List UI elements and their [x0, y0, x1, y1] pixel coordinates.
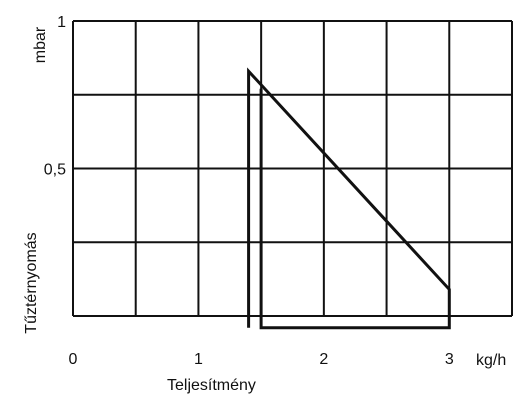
y-tick-label: 0,5 — [44, 162, 66, 179]
series-line — [247, 67, 451, 330]
x-tick-label: 0 — [69, 351, 78, 368]
x-tick-labels: 0 1 2 3 — [69, 351, 454, 368]
grid — [72, 20, 513, 317]
x-axis-title: Teljesítmény — [167, 377, 256, 394]
y-tick-label: 1 — [57, 14, 66, 31]
y-axis-title: Tűztérnyomás — [23, 232, 40, 333]
y-tick-labels: 0,51 — [44, 14, 66, 179]
x-tick-label: 1 — [194, 351, 203, 368]
x-tick-label: 2 — [319, 351, 328, 368]
y-unit-label: mbar — [32, 26, 49, 63]
x-unit-label: kg/h — [476, 352, 506, 369]
x-tick-label: 3 — [445, 351, 454, 368]
